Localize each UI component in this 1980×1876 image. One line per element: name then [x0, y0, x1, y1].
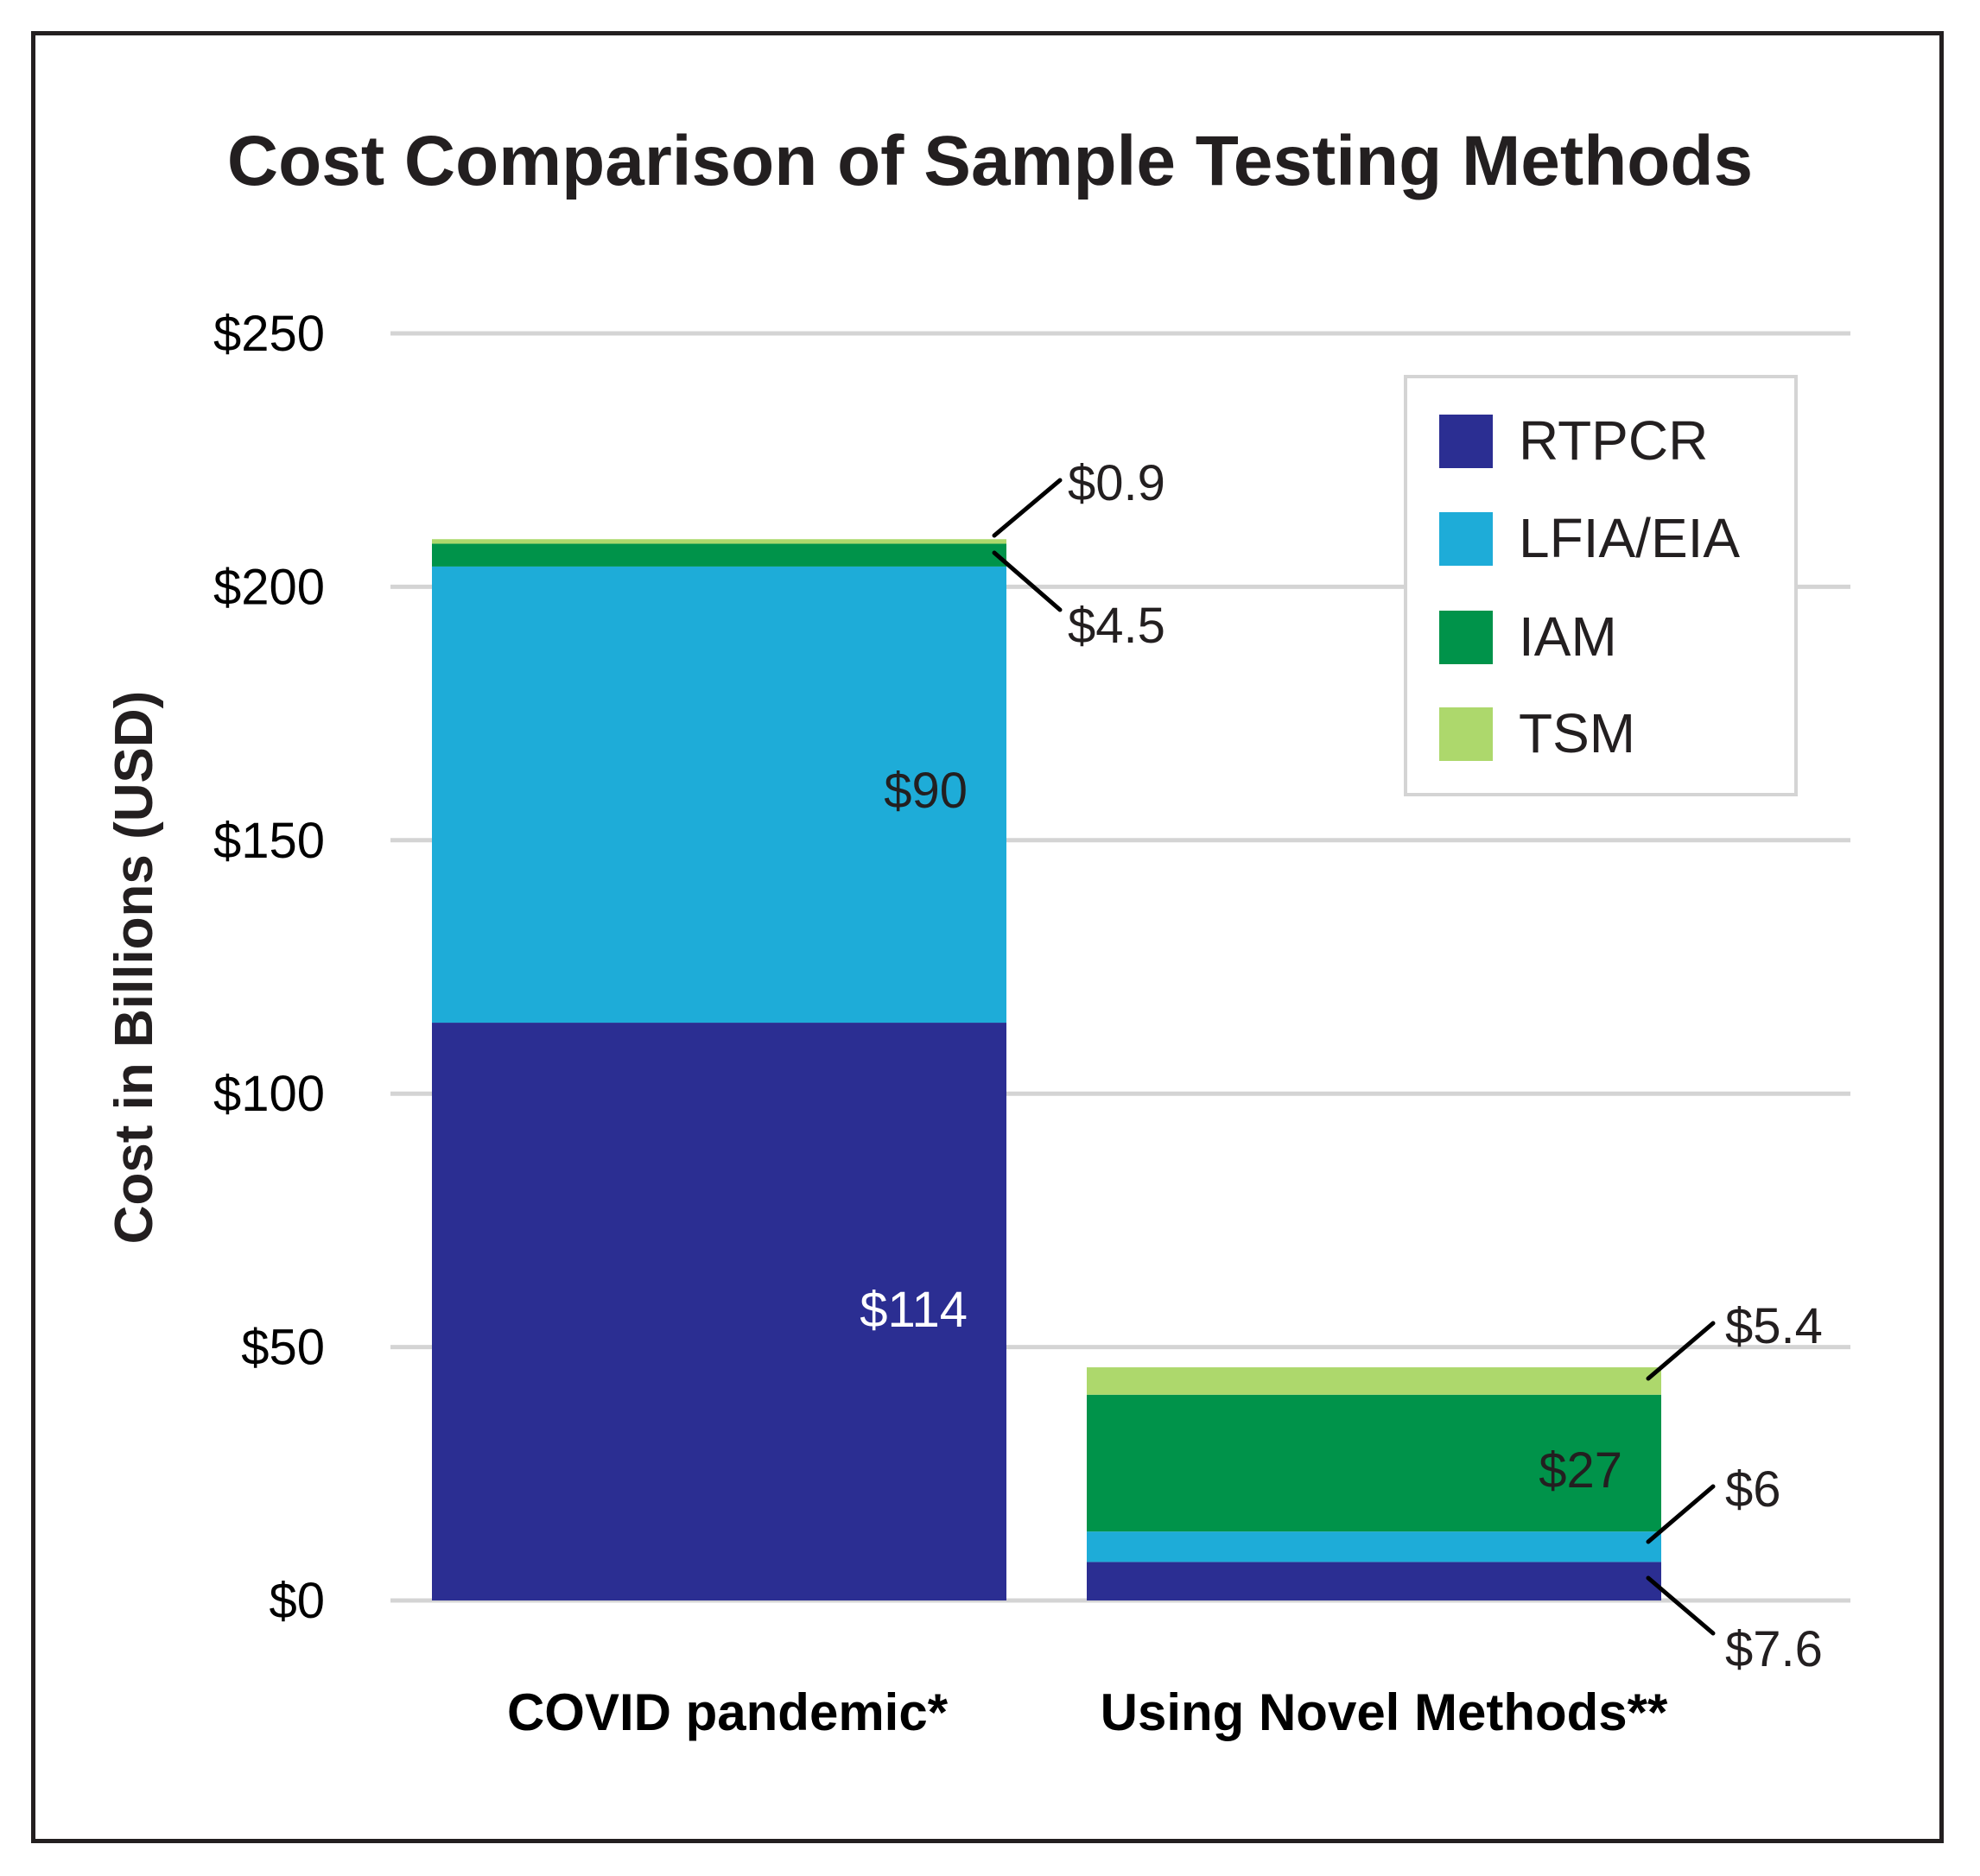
legend-swatch: [1439, 611, 1493, 664]
bar-segment-rtpcr: [432, 1023, 1006, 1600]
data-label: $27: [1539, 1442, 1622, 1499]
bar-segment-iam: [1087, 1394, 1661, 1532]
y-axis-label: Cost in Billions (USD): [105, 691, 164, 1245]
y-tick-label: $150: [213, 813, 325, 869]
x-category-label: COVID pandemic*: [507, 1683, 949, 1741]
bar-segment-rtpcr: [1087, 1562, 1661, 1600]
leader-line: [992, 478, 1063, 538]
bars: [432, 539, 1661, 1600]
data-label: $90: [884, 763, 968, 819]
legend-label: LFIA/EIA: [1519, 507, 1740, 569]
legend-swatch: [1439, 512, 1493, 566]
legend-label: RTPCR: [1519, 409, 1708, 472]
data-label: $6: [1725, 1461, 1781, 1518]
data-labels: $114 $90 $0.9 $4.5 $27 $5.4 $6 $7.6: [860, 455, 1823, 1677]
y-axis-ticks: $0 $50 $100 $150 $200 $250: [213, 306, 325, 1629]
y-tick-label: $250: [213, 306, 325, 362]
data-label: $4.5: [1068, 598, 1165, 654]
bar-segment-lfia-eia: [432, 566, 1006, 1024]
legend-swatch: [1439, 415, 1493, 468]
bar-segment-iam: [432, 543, 1006, 567]
legend-swatch: [1439, 707, 1493, 761]
bar-segment-lfia-eia: [1087, 1531, 1661, 1562]
data-label: $7.6: [1725, 1621, 1823, 1677]
x-axis-categories: COVID pandemic* Using Novel Methods**: [507, 1683, 1668, 1741]
bar-segment-tsm: [432, 539, 1006, 544]
y-tick-label: $50: [241, 1320, 325, 1376]
leader-line: [1646, 1575, 1716, 1636]
x-category-label: Using Novel Methods**: [1101, 1683, 1668, 1741]
leader-line: [1646, 1484, 1716, 1544]
legend-label: TSM: [1519, 702, 1635, 764]
legend-label: IAM: [1519, 605, 1617, 668]
data-label: $5.4: [1725, 1298, 1823, 1354]
y-tick-label: $200: [213, 559, 325, 615]
data-label: $0.9: [1068, 455, 1165, 511]
leader-line: [1646, 1321, 1716, 1381]
legend: RTPCR LFIA/EIA IAM TSM: [1404, 375, 1798, 796]
bar-segment-tsm: [1087, 1367, 1661, 1395]
y-tick-label: $100: [213, 1066, 325, 1122]
chart-title: Cost Comparison of Sample Testing Method…: [227, 122, 1753, 200]
y-tick-label: $0: [269, 1573, 325, 1629]
leader-line: [992, 550, 1063, 612]
data-label: $114: [860, 1282, 968, 1338]
